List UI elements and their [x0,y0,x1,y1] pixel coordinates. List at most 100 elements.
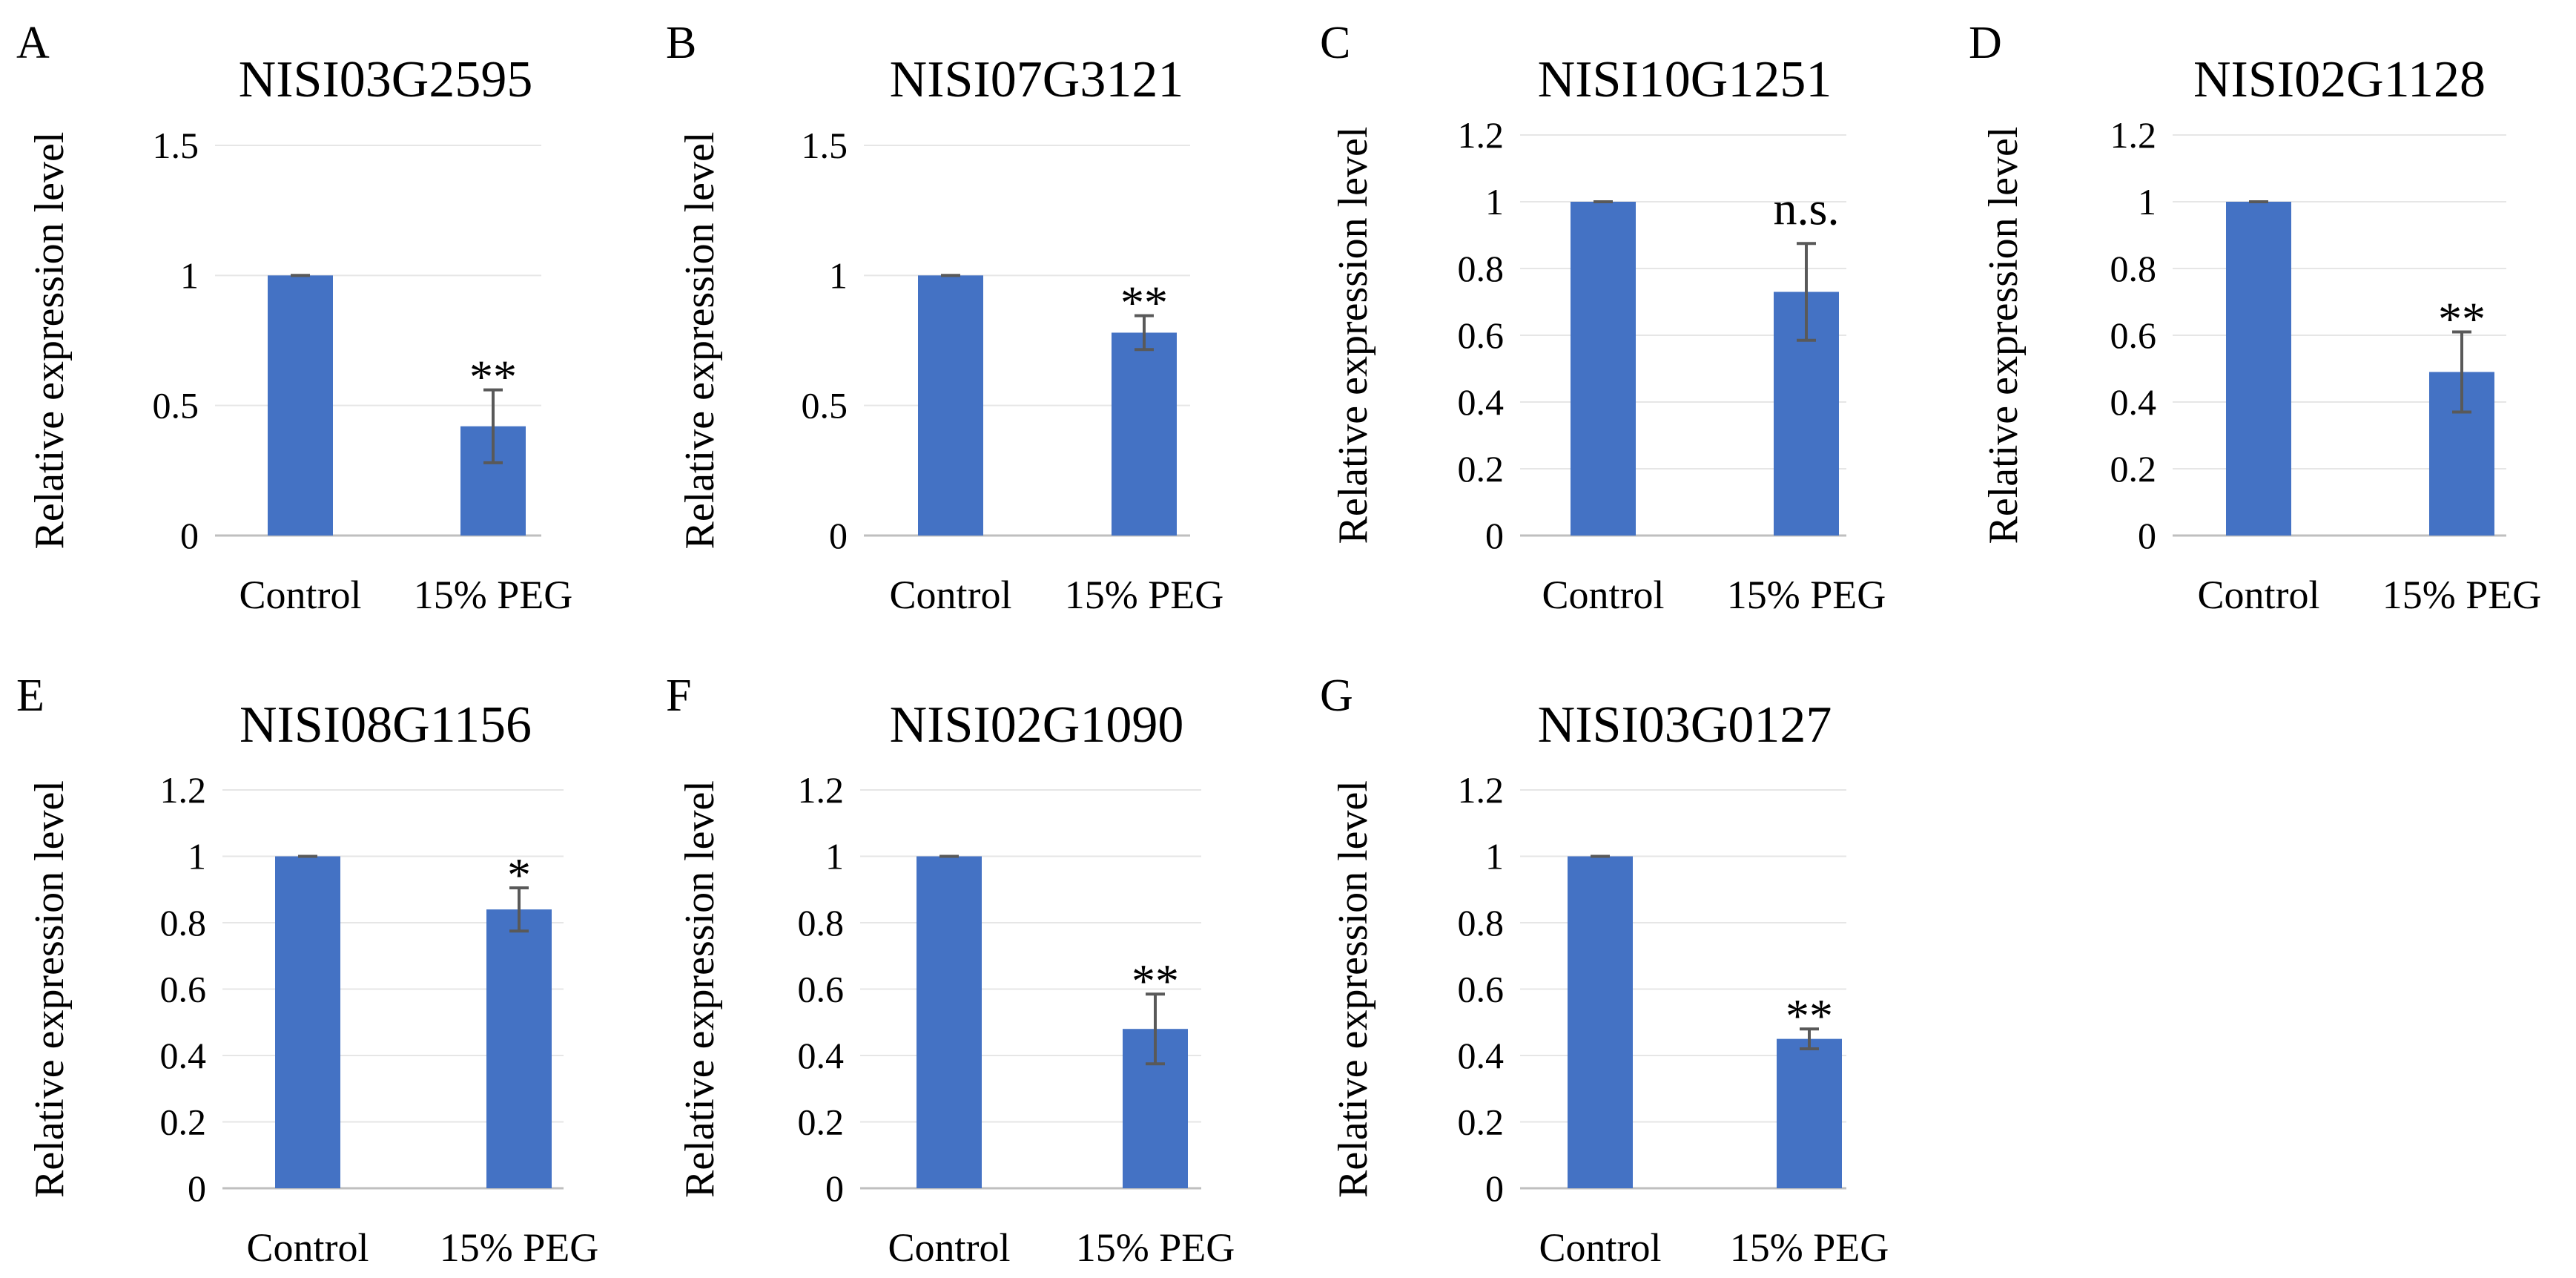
x-tick-label: 15% PEG [414,573,573,617]
y-tick-label: 0.2 [1458,448,1505,490]
y-tick-label: 1 [829,254,848,296]
chart-title: NISI07G3121 [890,51,1184,108]
significance-label: ** [469,351,517,404]
y-tick-label: 1.2 [1458,769,1505,811]
x-tick-label: Control [1542,573,1664,617]
y-tick-label: 1 [2138,181,2156,223]
y-tick-label: 0.6 [1458,969,1505,1010]
y-tick-label: 0 [2138,515,2156,556]
y-tick-label: 0.6 [2110,314,2157,356]
panel-f: F NISI02G1090 Relative expression level 0 0.… [666,671,1235,1270]
panel-letter: C [1320,18,1350,68]
y-tick-label: 1 [1485,181,1504,223]
y-tick-label: 0.8 [1458,902,1505,943]
y-tick-label: 0.8 [2110,248,2157,289]
y-axis-label: Relative expression level [677,132,723,550]
panel-a: A NISI03G2595 Relative expression level 0 0.… [16,18,572,617]
y-tick-label: 0.4 [1458,1035,1505,1076]
bar-peg [486,909,552,1188]
panel-letter: D [1969,18,2002,68]
y-tick-label: 0.5 [153,385,199,426]
bar-control [268,275,333,536]
error-bar [1797,242,1816,342]
y-tick-label: 1 [825,836,844,877]
panel-b: B NISI07G3121 Relative expression level 0 0.… [666,18,1223,617]
bar-control [2226,202,2291,536]
y-tick-label: 0 [1485,1167,1504,1209]
error-bar [1135,314,1154,352]
y-tick-label: 0.8 [160,902,207,943]
panel-c: C NISI10G1251 Relative expression level 0 0.… [1320,18,1886,617]
significance-label: n.s. [1774,182,1840,234]
y-axis-label: Relative expression level [1330,780,1376,1198]
y-tick-label: 0.6 [1458,314,1505,356]
panel-letter: G [1320,671,1353,721]
y-tick-label: 0 [829,515,848,556]
significance-label: ** [1786,989,1833,1042]
y-tick-label: 0 [825,1167,844,1209]
significance-label: ** [2438,293,2486,346]
bar-control [1571,202,1636,536]
error-bar [2452,330,2471,414]
error-bar [1146,992,1165,1066]
y-axis-label: Relative expression level [677,780,723,1198]
x-tick-label: Control [239,573,361,617]
x-tick-label: Control [1539,1225,1661,1270]
y-tick-label: 0 [188,1167,206,1209]
y-axis-label: Relative expression level [1981,127,2027,544]
significance-label: ** [1132,955,1179,1007]
panel-g: G NISI03G0127 Relative expression level 0 0.… [1320,671,1889,1270]
y-tick-label: 0.6 [798,969,845,1010]
bar-control [275,856,340,1188]
x-tick-label: Control [2197,573,2319,617]
error-bar [509,886,529,933]
y-tick-label: 1.2 [2110,114,2157,156]
panel-letter: F [666,671,691,721]
significance-label: * [507,849,531,901]
y-axis-label: Relative expression level [1330,127,1376,544]
bar-peg [1777,1038,1842,1188]
y-axis-label: Relative expression level [27,780,73,1198]
significance-label: ** [1120,277,1168,329]
y-tick-label: 0.6 [160,969,207,1010]
y-tick-label: 1.5 [802,125,848,166]
panel-letter: A [16,18,50,68]
y-tick-label: 0.8 [1458,248,1505,289]
bar-control [918,275,983,536]
y-tick-label: 1.2 [160,769,207,811]
y-tick-label: 0.2 [160,1101,207,1143]
panel-letter: E [16,671,44,721]
y-tick-label: 0.4 [2110,381,2157,423]
x-tick-label: 15% PEG [1730,1225,1889,1270]
x-tick-label: 15% PEG [2382,573,2542,617]
y-tick-label: 0.2 [798,1101,845,1143]
x-tick-label: 15% PEG [1065,573,1224,617]
y-tick-label: 0.8 [798,902,845,943]
x-tick-label: 15% PEG [1076,1225,1235,1270]
y-tick-label: 0.2 [2110,448,2157,490]
panel-e: E NISI08G1156 Relative expression level 0 0.… [16,671,598,1270]
x-tick-label: Control [888,1225,1010,1270]
bar-control [917,856,982,1188]
chart-title: NISI03G0127 [1538,696,1832,754]
y-axis-label: Relative expression level [27,132,73,550]
y-tick-label: 0.4 [160,1035,207,1076]
y-tick-label: 1 [1485,836,1504,877]
y-tick-label: 1.5 [153,125,199,166]
y-tick-label: 1 [180,254,199,296]
panel-letter: B [666,18,696,68]
error-bar [1800,1027,1819,1051]
x-tick-label: Control [246,1225,369,1270]
y-tick-label: 1 [188,836,206,877]
x-tick-label: 15% PEG [1727,573,1886,617]
y-tick-label: 0.4 [1458,381,1505,423]
chart-title: NISI08G1156 [240,696,532,754]
y-tick-label: 1.2 [798,769,845,811]
chart-title: NISI03G2595 [239,51,533,108]
y-tick-label: 1.2 [1458,114,1505,156]
x-tick-label: 15% PEG [440,1225,599,1270]
bar-peg [1112,332,1177,536]
y-tick-label: 0 [1485,515,1504,556]
chart-title: NISI02G1090 [890,696,1184,754]
